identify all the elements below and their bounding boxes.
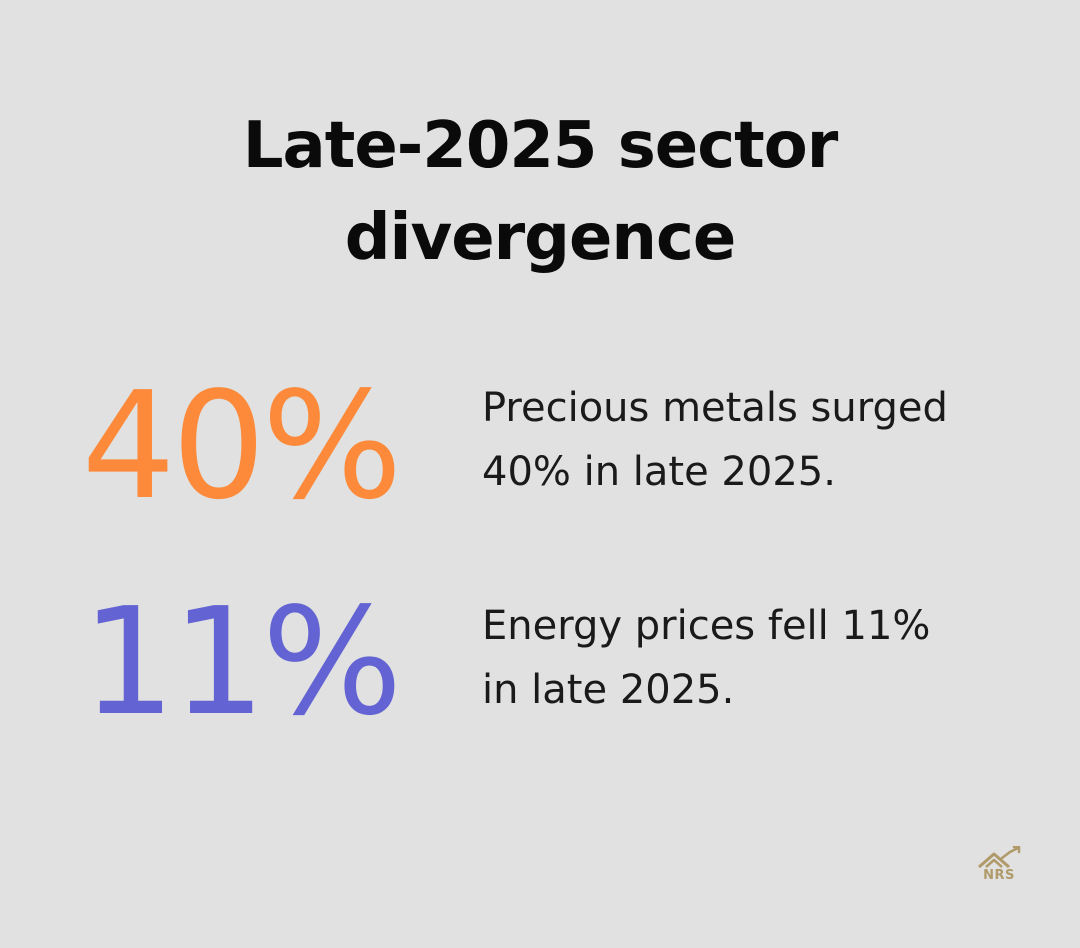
- page-title: Late-2025 sector divergence: [0, 100, 1080, 284]
- stat-value-precious-metals: 40%: [81, 360, 403, 532]
- stat-description-line-1: Precious metals surged: [482, 385, 948, 431]
- nrs-logo: NRS: [974, 846, 1024, 886]
- stat-description-line-2: in late 2025.: [482, 667, 735, 713]
- stat-description-line-2: 40% in late 2025.: [482, 449, 836, 495]
- house-chart-logo-icon: [978, 846, 1021, 869]
- stat-description-precious-metals: Precious metals surged 40% in late 2025.: [482, 376, 1022, 504]
- title-line-2: divergence: [344, 201, 737, 275]
- logo-text: NRS: [983, 868, 1015, 883]
- stat-description-energy: Energy prices fell 11% in late 2025.: [482, 594, 1022, 722]
- stat-value-energy: 11%: [81, 576, 403, 748]
- stat-description-line-1: Energy prices fell 11%: [482, 603, 931, 649]
- title-line-1: Late-2025 sector: [242, 109, 839, 183]
